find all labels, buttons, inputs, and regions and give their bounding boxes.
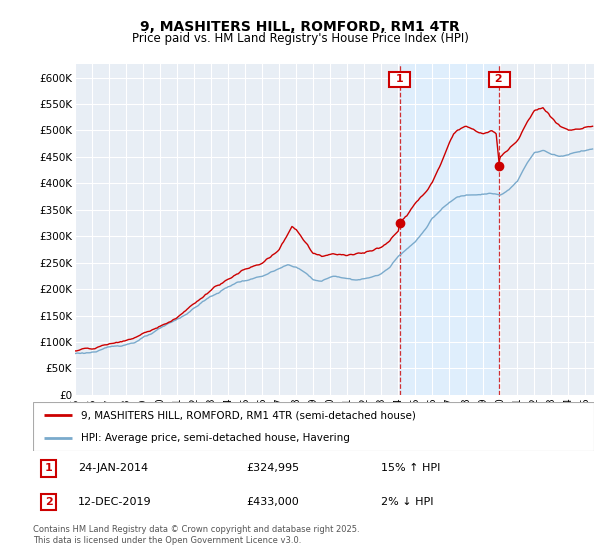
Text: Contains HM Land Registry data © Crown copyright and database right 2025.
This d: Contains HM Land Registry data © Crown c… [33, 525, 359, 545]
Text: 15% ↑ HPI: 15% ↑ HPI [381, 464, 440, 473]
Text: 2: 2 [491, 74, 507, 85]
Text: 2% ↓ HPI: 2% ↓ HPI [381, 497, 433, 507]
Text: Price paid vs. HM Land Registry's House Price Index (HPI): Price paid vs. HM Land Registry's House … [131, 32, 469, 45]
FancyBboxPatch shape [33, 402, 594, 451]
Text: 9, MASHITERS HILL, ROMFORD, RM1 4TR: 9, MASHITERS HILL, ROMFORD, RM1 4TR [140, 20, 460, 34]
Text: 12-DEC-2019: 12-DEC-2019 [78, 497, 152, 507]
Text: 1: 1 [45, 464, 53, 473]
Text: 9, MASHITERS HILL, ROMFORD, RM1 4TR (semi-detached house): 9, MASHITERS HILL, ROMFORD, RM1 4TR (sem… [80, 410, 416, 421]
Text: 24-JAN-2014: 24-JAN-2014 [78, 464, 148, 473]
Bar [400, 64, 499, 395]
Text: HPI: Average price, semi-detached house, Havering: HPI: Average price, semi-detached house,… [80, 433, 350, 444]
Text: £324,995: £324,995 [246, 464, 299, 473]
Text: £433,000: £433,000 [246, 497, 299, 507]
Text: 1: 1 [392, 74, 407, 85]
Text: 2: 2 [45, 497, 53, 507]
